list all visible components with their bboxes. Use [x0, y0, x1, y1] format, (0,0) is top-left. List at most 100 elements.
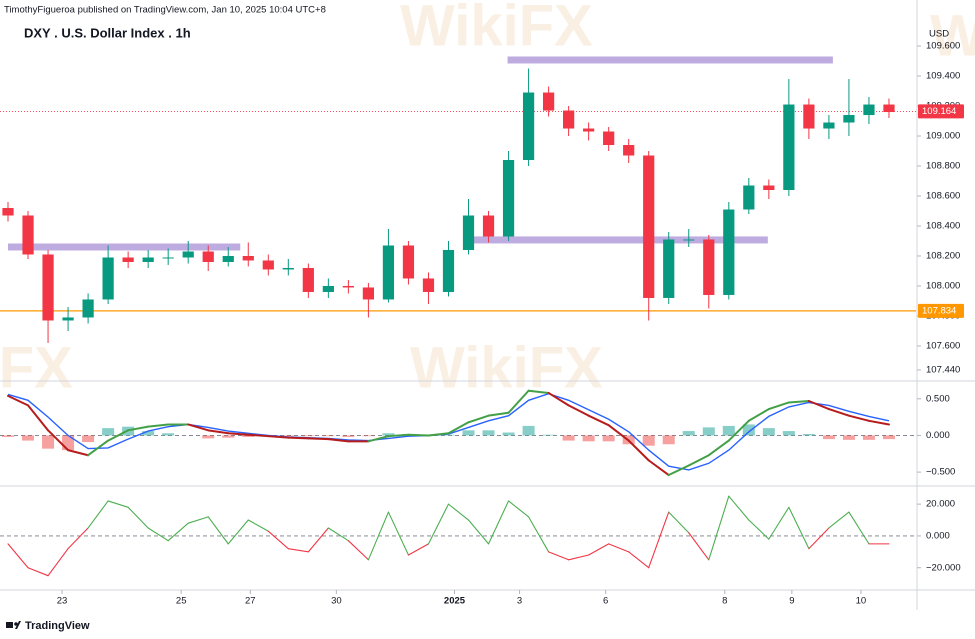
candle-body: [863, 104, 875, 116]
line-segment: [167, 522, 189, 542]
zone: [8, 243, 241, 251]
logo-mark: [14, 622, 18, 626]
line-segment: [7, 543, 29, 569]
line-segment: [627, 439, 650, 462]
line-segment: [828, 511, 850, 529]
candle-body: [803, 104, 815, 129]
logo-mark: [6, 622, 13, 628]
candle-body: [462, 215, 475, 250]
x-tick-label: 9: [789, 596, 794, 607]
candle-body: [522, 92, 535, 161]
line-segment: [227, 519, 249, 545]
y-tick-label: 0.000: [926, 530, 950, 541]
y-tick-label: 109.600: [926, 41, 960, 52]
line-segment: [247, 433, 270, 438]
line-segment: [427, 503, 450, 545]
y-tick-label: 109.400: [926, 71, 960, 82]
x-tick-label: 3: [517, 596, 522, 607]
line-segment: [508, 500, 530, 518]
histogram-bar: [502, 432, 515, 436]
candle-body: [422, 278, 435, 292]
histogram-bar: [162, 433, 175, 436]
line-segment: [47, 429, 70, 452]
price-tag: [918, 303, 964, 318]
candle-body: [783, 104, 795, 191]
line-segment: [347, 540, 369, 561]
x-tick-label: 8: [722, 596, 727, 607]
histogram-bar: [662, 435, 675, 445]
line-segment: [587, 414, 610, 427]
panel: [0, 495, 916, 577]
candle-body: [262, 260, 274, 270]
panel: [0, 389, 916, 477]
line-segment: [267, 435, 290, 439]
line-segment: [668, 511, 690, 534]
line-segment: [748, 519, 770, 540]
line-segment: [848, 511, 870, 545]
candle-body: [242, 255, 254, 261]
panel: [0, 56, 916, 343]
candle-body: [382, 245, 395, 300]
histogram-bar: [2, 435, 15, 437]
footer-logo: TradingView: [25, 620, 90, 632]
line-segment: [568, 554, 590, 561]
candle-body: [22, 215, 34, 255]
candle-body: [623, 145, 635, 156]
candle-body: [162, 257, 174, 259]
x-tick-label: 25: [176, 596, 187, 607]
line-segment: [768, 506, 790, 540]
line-segment: [628, 551, 650, 569]
line-segment: [788, 506, 810, 550]
x-tick-label: 30: [331, 596, 342, 607]
x-tick-label: 2025: [444, 596, 466, 607]
candle-body: [182, 251, 194, 258]
y-tick-label: 108.400: [926, 221, 960, 232]
line-segment: [867, 419, 890, 426]
candle-body: [302, 267, 314, 292]
line-segment: [27, 404, 50, 432]
line-segment: [127, 506, 149, 529]
histogram-bar: [222, 435, 235, 438]
candle-body: [442, 249, 455, 292]
line-segment: [767, 401, 790, 411]
line-segment: [487, 500, 510, 545]
candle-body: [62, 317, 74, 321]
line-segment: [207, 429, 230, 435]
x-tick-label: 6: [603, 596, 608, 607]
candle-body: [82, 299, 94, 318]
line-segment: [487, 411, 510, 417]
histogram-bar: [802, 433, 815, 436]
histogram-bar: [682, 431, 695, 436]
line-segment: [548, 551, 570, 561]
candle-body: [563, 110, 575, 129]
candle-body: [2, 207, 14, 216]
line-segment: [287, 436, 310, 440]
line-segment: [87, 439, 110, 457]
candle-body: [683, 239, 695, 241]
histogram-bar: [862, 435, 875, 440]
zone: [472, 236, 768, 244]
line-segment: [827, 408, 850, 417]
histogram-bar: [102, 428, 115, 436]
line-segment: [567, 404, 590, 417]
candle-body: [583, 128, 595, 132]
candle-body: [142, 257, 154, 262]
candle-body: [322, 285, 334, 292]
x-tick-label: 10: [856, 596, 867, 607]
candle-body: [502, 160, 515, 237]
line-segment: [747, 408, 770, 422]
line-segment: [227, 432, 250, 436]
line-segment: [707, 439, 730, 457]
line-segment: [528, 516, 550, 553]
line-segment: [847, 414, 870, 422]
histogram-bar: [562, 435, 575, 441]
line-segment: [107, 429, 130, 442]
line-segment: [327, 527, 349, 542]
line-segment: [407, 543, 430, 556]
histogram-bar: [702, 427, 715, 436]
x-tick-label: 23: [57, 596, 68, 607]
candle-body: [703, 239, 715, 295]
candle-body: [222, 255, 234, 262]
